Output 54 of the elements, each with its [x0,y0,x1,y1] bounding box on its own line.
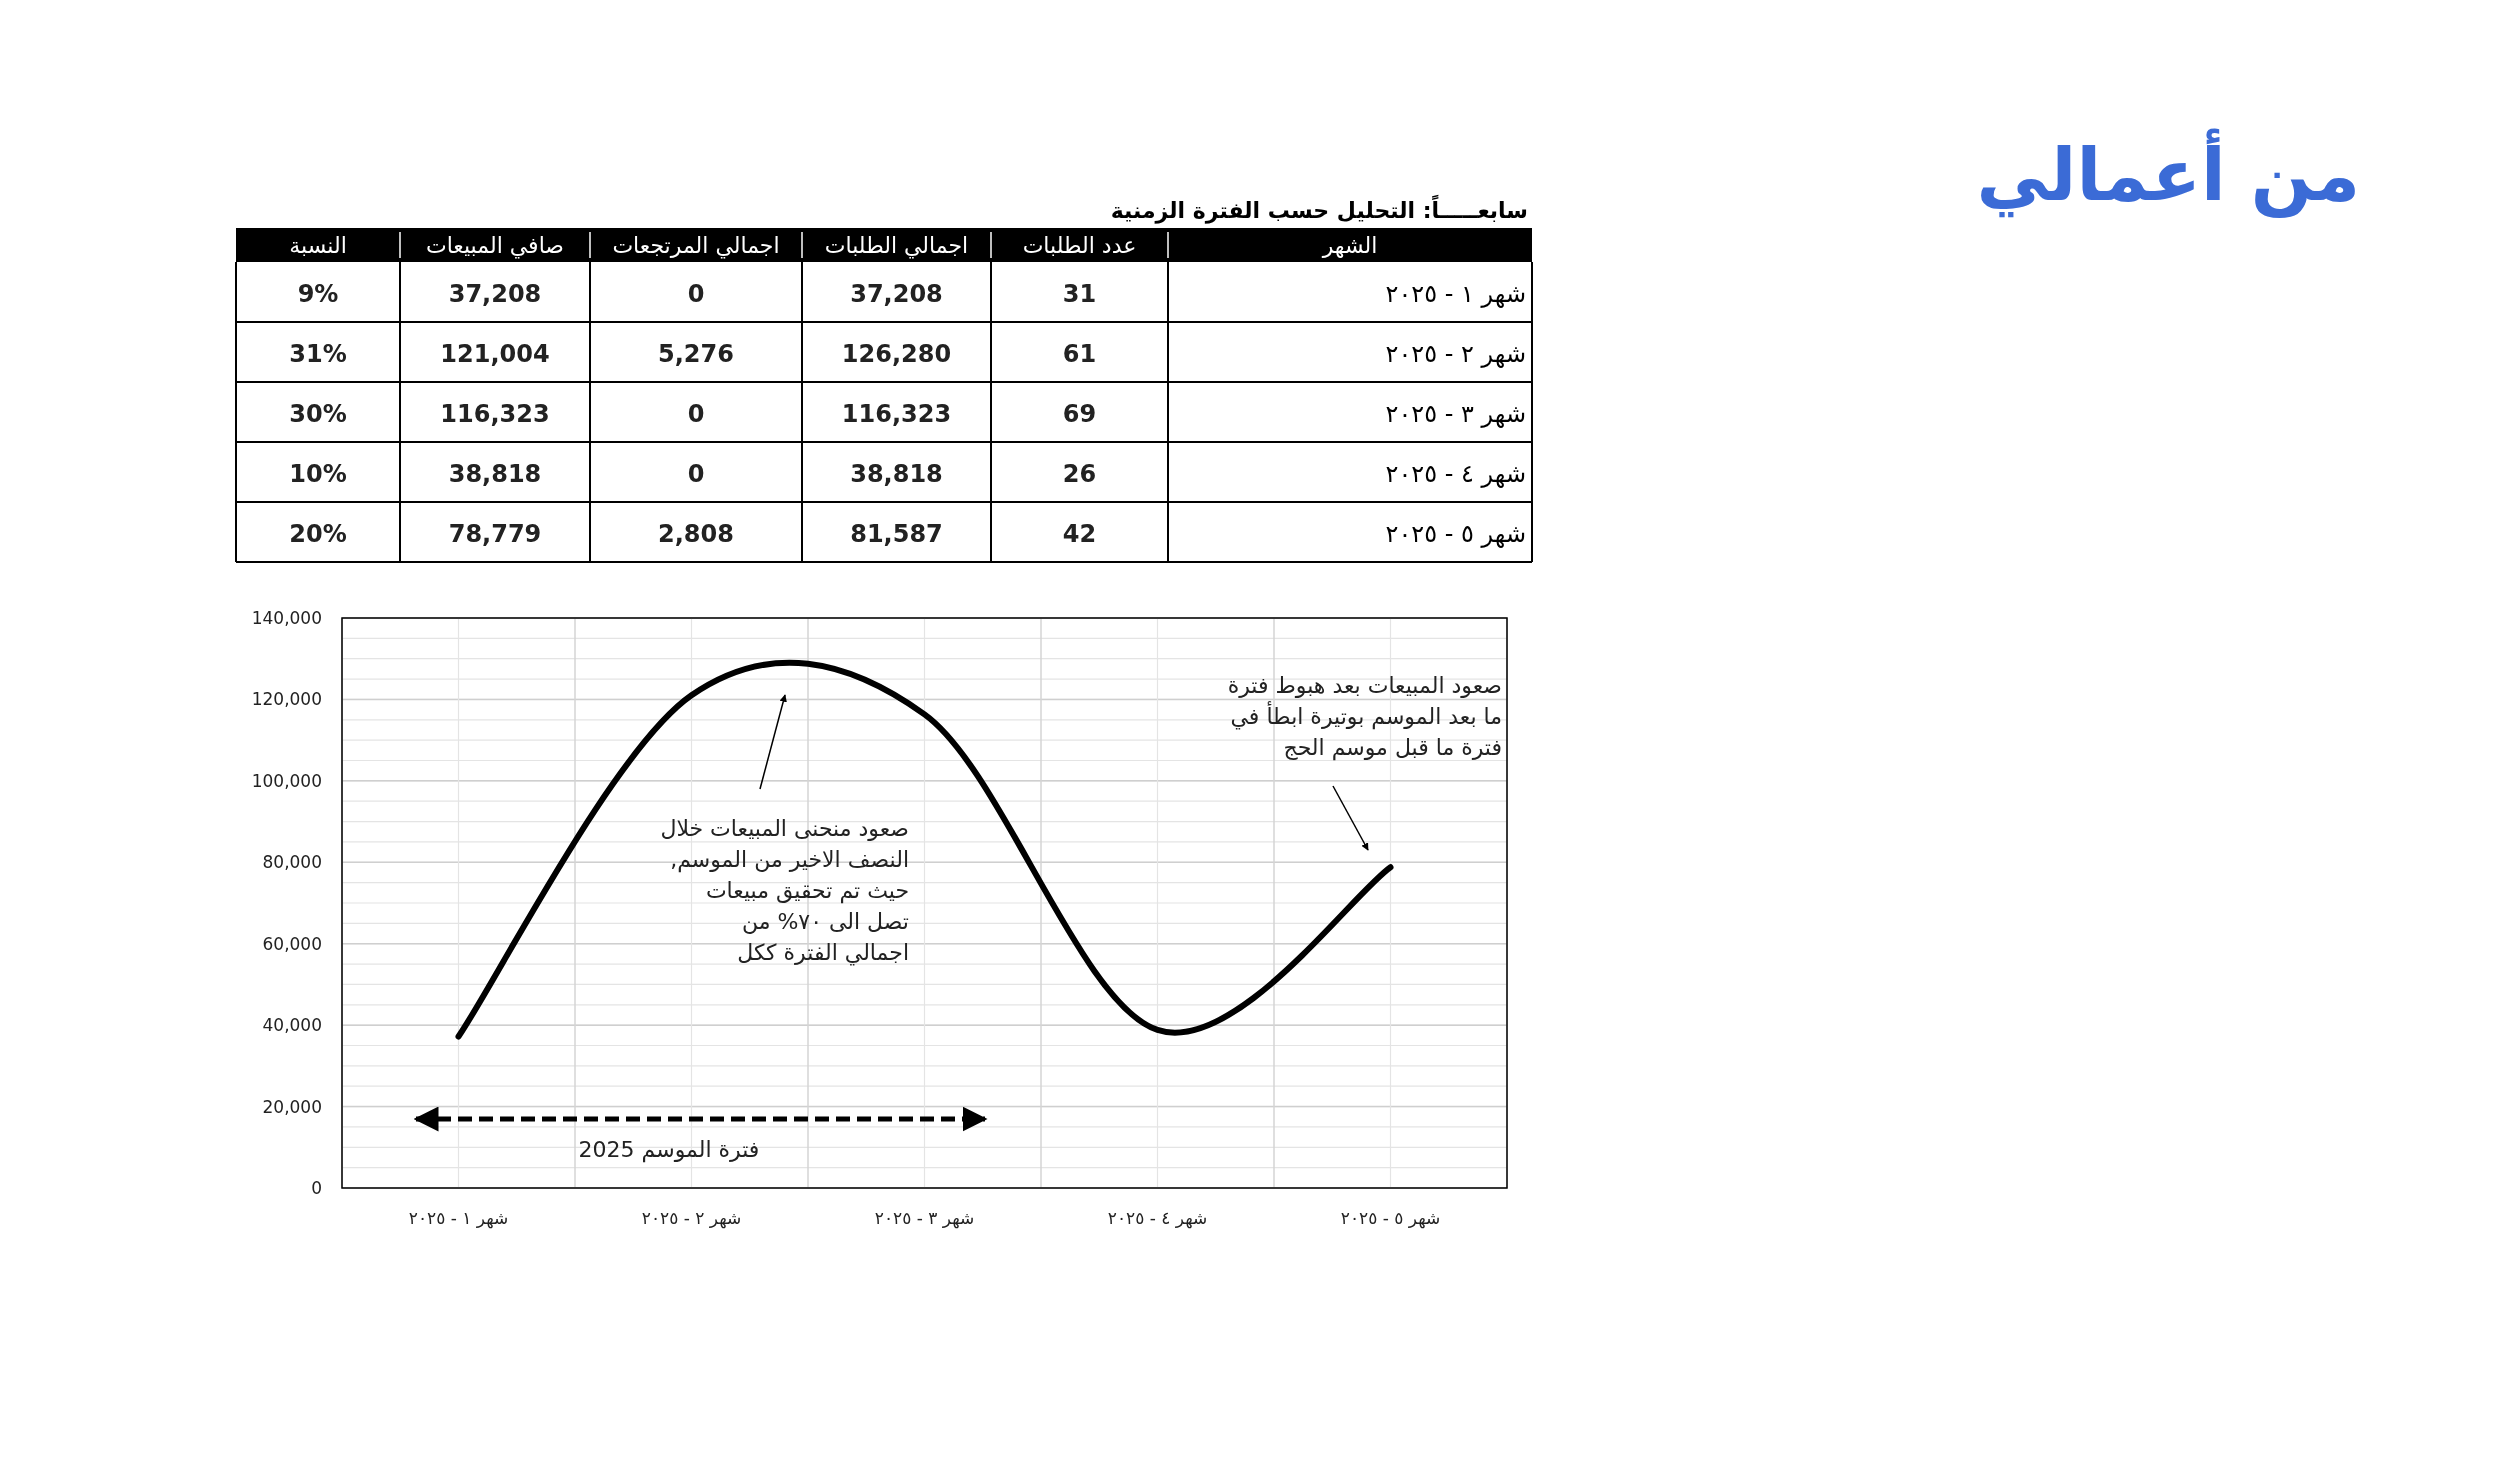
annotation: فترة الموسم 2025 [578,1137,760,1163]
data-label: 116,323 [440,400,550,428]
y-tick-label: 80,000 [262,852,322,873]
data-label: 37,208 [448,280,542,308]
y-tick-label: 100,000 [251,770,322,791]
y-tick-label: 40,000 [262,1015,322,1036]
data-label: 9% [297,280,339,308]
category-label: شهر ٣ - ٢٠٢٥ [1385,400,1526,428]
text: اجمالي الطلبات [824,233,969,259]
data-label: 81,587 [850,520,943,548]
annotation: صعود منحنى المبيعات خلال النصف الاخير من الموسم, حيث تم تحقيق مبيعات تصل الى ٧٠% من اجمالي الفترة ككل [660,816,909,966]
category-label: شهر ٢ - ٢٠٢٥ [1385,340,1526,368]
data-label: 10% [289,460,347,488]
text: اجمالي المرتجعات [612,233,780,259]
x-tick-label: شهر ٣ - ٢٠٢٥ [874,1208,975,1229]
data-label: 30% [289,400,347,428]
data-label: 42 [1062,520,1097,548]
data-label: 61 [1062,340,1097,368]
data-label: 121,004 [440,340,550,368]
category-label: شهر ١ - ٢٠٢٥ [1385,280,1526,308]
data-label: 5,276 [658,340,734,368]
data-label: 38,818 [448,460,542,488]
text: الشهر [1321,233,1378,258]
y-tick-label: 120,000 [251,689,322,710]
data-label: 126,280 [841,340,952,368]
data-label: 78,779 [448,520,542,548]
x-tick-label: شهر ٢ - ٢٠٢٥ [641,1208,742,1229]
data-label: 0 [687,460,705,488]
text: صافي المبيعات [425,233,565,259]
data-label: 38,818 [850,460,943,488]
y-tick-label: 20,000 [262,1096,322,1117]
text: النسبة [289,233,347,258]
annotation: صعود المبيعات بعد هبوط فترة ما بعد الموسم بوتيرة ابطأ في فترة ما قبل موسم الحج [1227,673,1502,761]
data-label: 31% [289,340,347,368]
text: من أعمالي [1976,128,2360,218]
data-label: 31 [1062,280,1097,308]
data-label: 0 [687,280,705,308]
data-label: 37,208 [850,280,943,308]
category-label: شهر ٥ - ٢٠٢٥ [1385,520,1526,548]
y-tick-label: 0 [311,1178,322,1198]
data-label: 116,323 [841,400,952,428]
data-label: 2,808 [658,520,734,548]
x-tick-label: شهر ٥ - ٢٠٢٥ [1340,1208,1441,1229]
x-tick-label: شهر ٤ - ٢٠٢٥ [1107,1208,1208,1229]
data-label: 0 [687,400,705,428]
data-label: 69 [1062,400,1097,428]
y-tick-label: 140,000 [251,608,322,628]
data-label: 20% [289,520,347,548]
y-tick-label: 60,000 [262,933,322,954]
text: سابعـــــاً: التحليل حسب الفترة الزمنية [1110,194,1528,224]
text: عدد الطلبات [1022,233,1137,258]
category-label: شهر ٤ - ٢٠٢٥ [1385,460,1526,488]
x-tick-label: شهر ١ - ٢٠٢٥ [408,1208,509,1229]
data-label: 26 [1062,460,1097,488]
